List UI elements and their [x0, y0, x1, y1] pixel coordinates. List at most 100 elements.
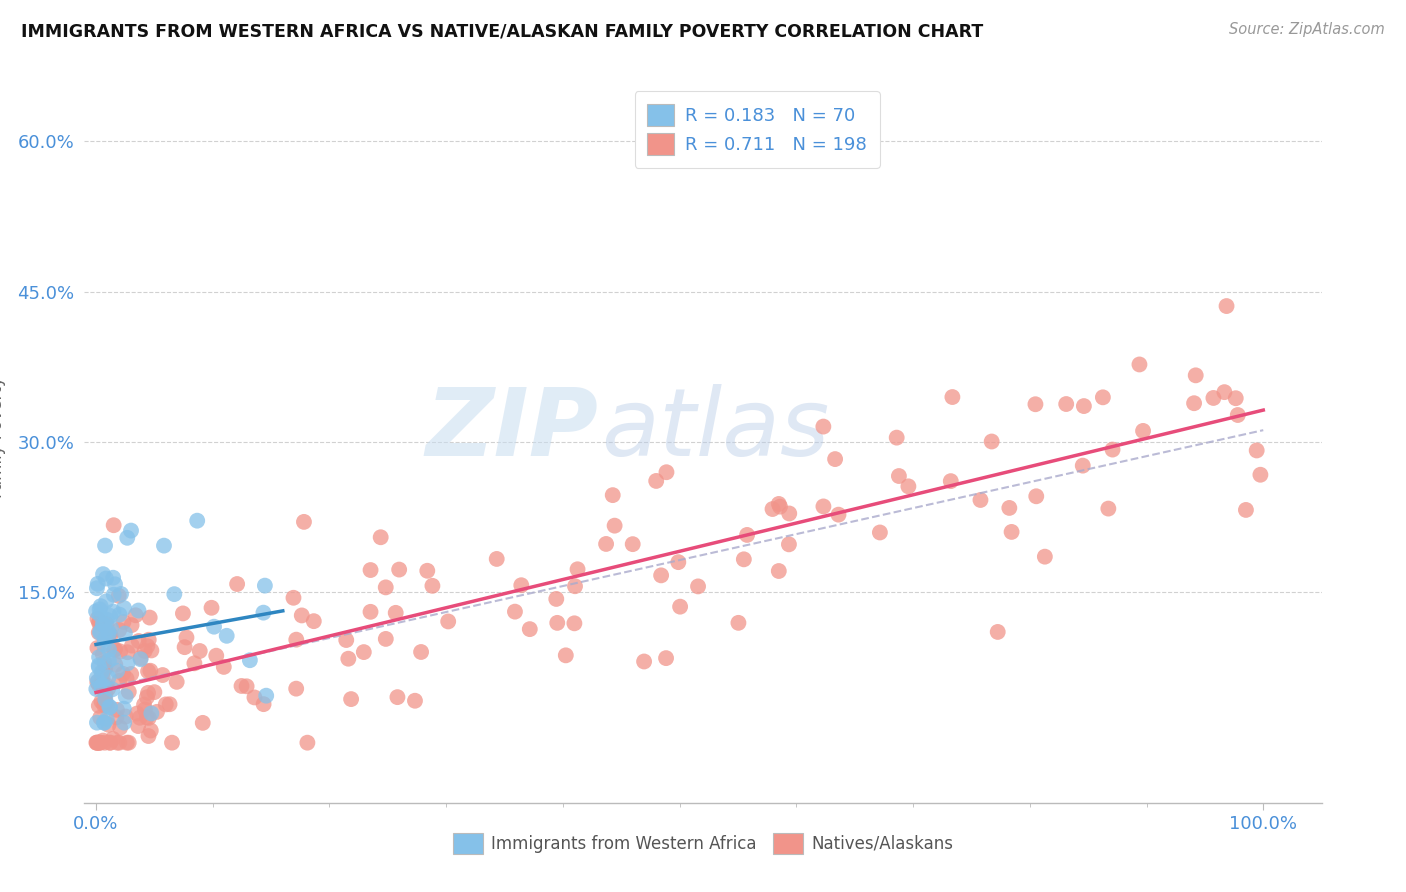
Point [1000, 524, 1022, 539]
Point [778, 537, 800, 551]
Point [302, 614, 325, 628]
Point [215, 629, 238, 643]
Point [166, 674, 188, 689]
Point [87, 615, 110, 630]
Point [768, 497, 790, 511]
Point [86, 577, 108, 591]
Point [96, 617, 118, 632]
Point [100, 609, 122, 624]
Point [105, 664, 128, 678]
Point [485, 552, 508, 566]
Point [104, 642, 127, 657]
Point [86, 715, 108, 730]
Point [129, 651, 152, 665]
Point [138, 729, 160, 743]
Point [141, 643, 163, 657]
Point [108, 623, 131, 637]
Text: Source: ZipAtlas.com: Source: ZipAtlas.com [1229, 22, 1385, 37]
Point [283, 591, 305, 605]
Point [93, 679, 115, 693]
Point [969, 493, 991, 508]
Point [93, 662, 115, 676]
Point [91, 617, 114, 632]
Point [254, 689, 277, 703]
Point [136, 665, 159, 679]
Point [86, 612, 108, 626]
Point [94, 692, 117, 706]
Point [285, 681, 308, 696]
Point [108, 736, 131, 750]
Point [120, 667, 142, 681]
Point [510, 578, 533, 592]
Point [567, 562, 589, 576]
Point [101, 571, 124, 585]
Point [212, 660, 235, 674]
Point [117, 657, 139, 671]
Point [98, 700, 121, 714]
Point [89, 602, 111, 616]
Point [86, 736, 108, 750]
Point [172, 607, 194, 621]
Point [129, 652, 152, 666]
Point [97, 654, 120, 668]
Point [97, 718, 120, 732]
Point [87, 625, 110, 640]
Point [1184, 368, 1206, 383]
Point [87, 736, 110, 750]
Point [337, 651, 360, 665]
Point [93, 698, 115, 712]
Point [91, 676, 114, 690]
Point [633, 655, 655, 669]
Point [205, 648, 228, 663]
Point [191, 715, 214, 730]
Point [87, 736, 110, 750]
Point [1101, 442, 1123, 457]
Point [143, 685, 166, 699]
Point [253, 579, 276, 593]
Point [112, 615, 135, 629]
Point [437, 615, 460, 629]
Point [112, 715, 135, 730]
Point [94, 539, 117, 553]
Point [813, 419, 835, 434]
Point [120, 524, 142, 538]
Point [128, 634, 150, 648]
Point [87, 650, 110, 665]
Point [108, 721, 131, 735]
Point [118, 736, 141, 750]
Point [1182, 396, 1205, 410]
Point [176, 631, 198, 645]
Point [117, 531, 139, 545]
Point [132, 698, 155, 712]
Point [100, 628, 122, 642]
Point [138, 632, 160, 647]
Point [886, 431, 908, 445]
Point [97, 624, 120, 639]
Point [546, 591, 568, 606]
Point [97, 628, 120, 642]
Point [243, 690, 266, 705]
Point [107, 589, 129, 603]
Point [1132, 424, 1154, 438]
Point [778, 507, 800, 521]
Point [669, 599, 692, 614]
Point [93, 617, 115, 632]
Point [980, 434, 1002, 449]
Point [360, 563, 382, 577]
Point [104, 657, 127, 672]
Point [1128, 358, 1150, 372]
Point [1091, 390, 1114, 404]
Point [374, 632, 396, 646]
Point [114, 690, 136, 704]
Point [152, 668, 174, 682]
Point [89, 736, 111, 750]
Point [90, 680, 112, 694]
Point [416, 564, 439, 578]
Point [519, 622, 541, 636]
Point [602, 488, 624, 502]
Point [374, 580, 396, 594]
Point [97, 681, 120, 696]
Point [89, 736, 111, 750]
Point [1025, 489, 1047, 503]
Point [686, 579, 709, 593]
